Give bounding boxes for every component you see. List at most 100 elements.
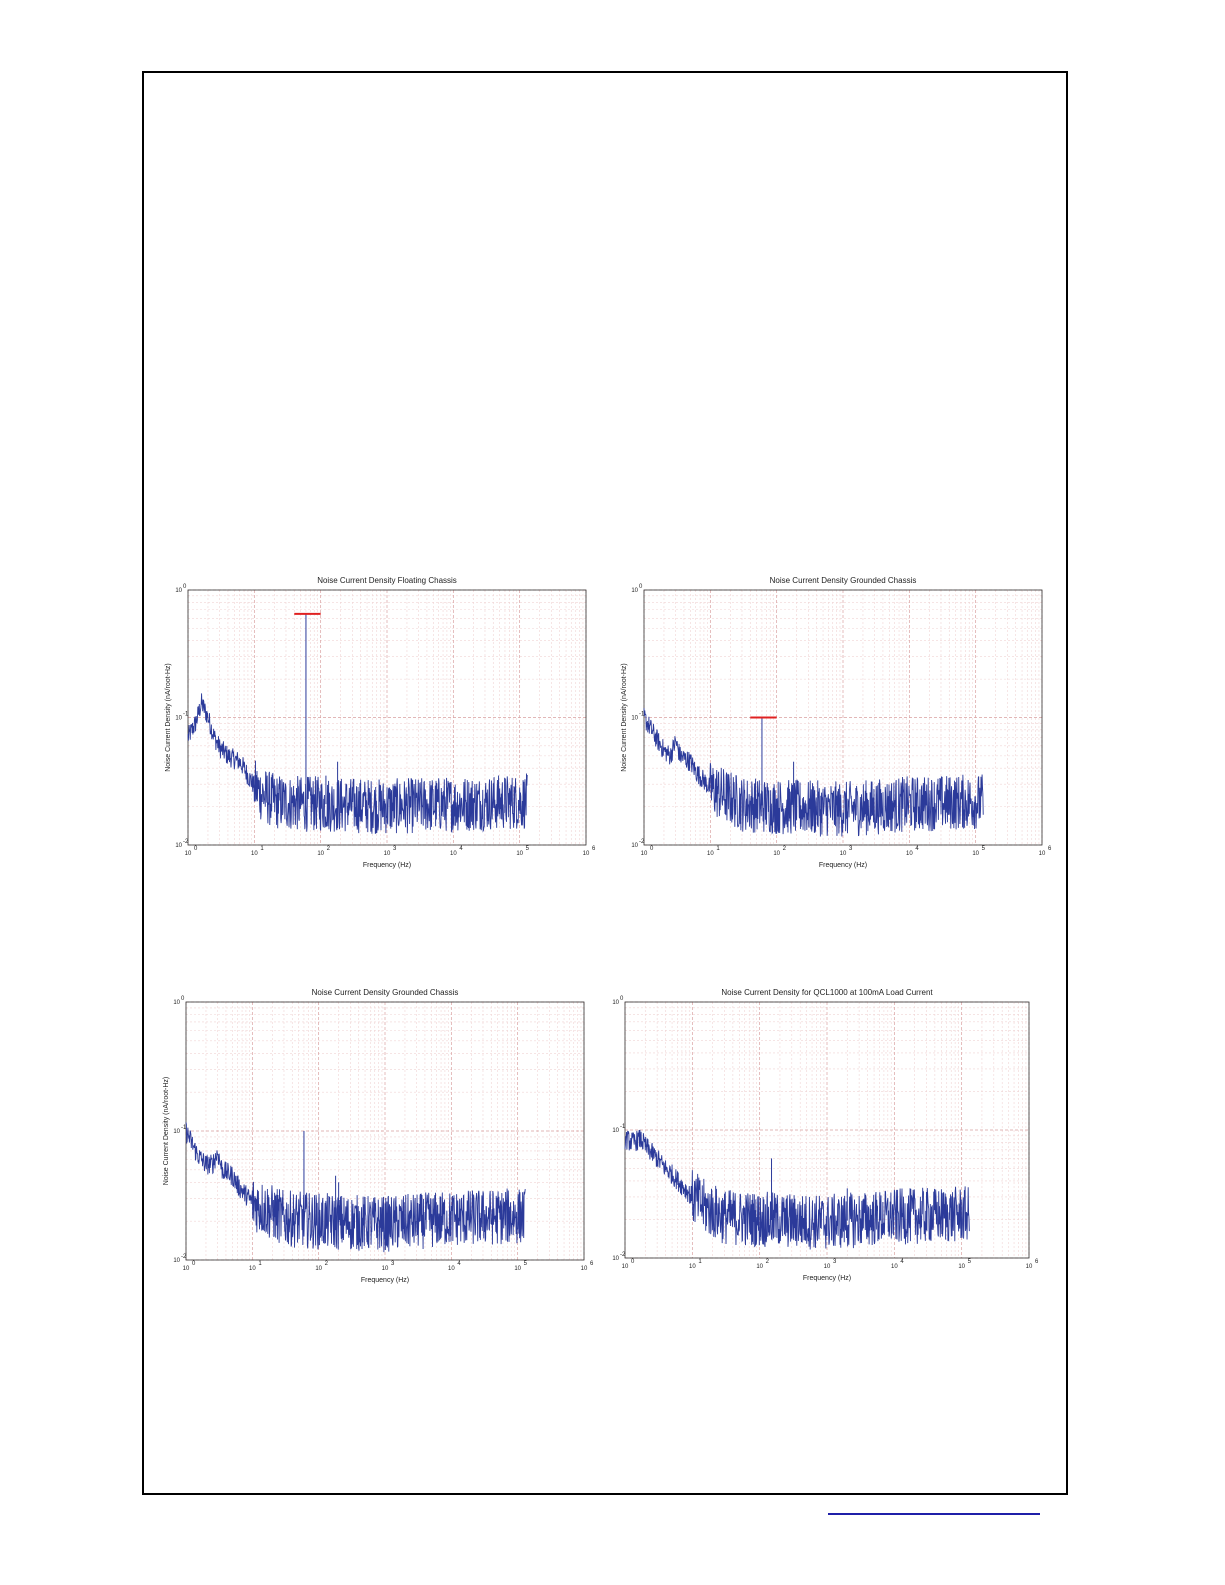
x-tick-label: 10 — [1026, 1264, 1033, 1270]
x-tick-exponent: 1 — [260, 846, 264, 852]
x-tick-label: 10 — [185, 851, 192, 857]
x-tick-label: 10 — [622, 1264, 629, 1270]
x-tick-label: 10 — [514, 1266, 521, 1272]
y-axis-label: Noise Current Density (nA/root-Hz) — [163, 1077, 170, 1186]
x-tick-exponent: 6 — [592, 846, 596, 852]
noise-trace-series-1 — [187, 693, 528, 834]
y-tick-exponent: -1 — [181, 1125, 187, 1131]
x-axis-label: Frequency (Hz) — [363, 862, 411, 869]
x-tick-exponent: 4 — [915, 846, 919, 852]
x-tick-exponent: 4 — [459, 846, 463, 852]
plot-area — [185, 1001, 585, 1261]
x-tick-exponent: 3 — [393, 846, 397, 852]
x-tick-exponent: 0 — [194, 846, 198, 852]
y-tick-label: 10 — [175, 843, 182, 849]
x-tick-label: 10 — [450, 851, 457, 857]
x-tick-label: 10 — [840, 851, 847, 857]
y-tick-exponent: -1 — [639, 712, 645, 718]
y-axis-label: Noise Current Density (nA/root-Hz) — [165, 663, 172, 772]
x-axis-label: Frequency (Hz) — [361, 1277, 409, 1284]
x-axis-label: Frequency (Hz) — [803, 1275, 851, 1282]
footer-link-underline[interactable] — [828, 1513, 1040, 1515]
x-tick-label: 10 — [448, 1266, 455, 1272]
x-tick-exponent: 2 — [327, 846, 331, 852]
noise-density-chart-1: Noise Current Density Floating Chassis 10… — [160, 570, 600, 875]
x-tick-label: 10 — [824, 1264, 831, 1270]
x-tick-label: 10 — [906, 851, 913, 857]
x-tick-label: 10 — [251, 851, 258, 857]
x-tick-label: 10 — [249, 1266, 256, 1272]
x-tick-exponent: 0 — [192, 1261, 196, 1267]
y-axis-label: Noise Current Density (nA/root-Hz) — [621, 663, 628, 772]
y-tick-exponent: 0 — [181, 996, 185, 1002]
noise-trace-series-1 — [185, 1122, 526, 1253]
x-tick-label: 10 — [891, 1264, 898, 1270]
y-tick-label: 10 — [173, 1129, 180, 1135]
x-tick-label: 10 — [756, 1264, 763, 1270]
x-tick-label: 10 — [183, 1266, 190, 1272]
x-tick-exponent: 1 — [698, 1259, 702, 1265]
y-tick-exponent: -2 — [620, 1252, 626, 1258]
x-tick-exponent: 5 — [526, 846, 530, 852]
x-tick-label: 10 — [516, 851, 523, 857]
x-tick-label: 10 — [317, 851, 324, 857]
y-tick-label: 10 — [175, 716, 182, 722]
chart-svg: Noise Current Density Grounded Chassis10… — [621, 576, 1052, 869]
x-tick-exponent: 3 — [391, 1261, 395, 1267]
y-tick-exponent: -2 — [183, 839, 189, 845]
y-tick-label: 10 — [612, 1128, 619, 1134]
y-tick-label: 10 — [631, 843, 638, 849]
x-tick-label: 10 — [583, 851, 590, 857]
x-tick-exponent: 2 — [783, 846, 787, 852]
y-tick-label: 10 — [612, 1000, 619, 1006]
x-tick-exponent: 2 — [325, 1261, 329, 1267]
x-tick-exponent: 0 — [650, 846, 654, 852]
y-tick-exponent: 0 — [620, 996, 624, 1002]
noise-density-chart-2: Noise Current Density Grounded Chassis 10… — [616, 570, 1056, 875]
x-tick-exponent: 0 — [631, 1259, 635, 1265]
chart-title: Noise Current Density Floating Chassis — [317, 576, 457, 585]
x-tick-exponent: 1 — [716, 846, 720, 852]
chart-svg: Noise Current Density for QCL1000 at 100… — [612, 988, 1039, 1282]
x-tick-exponent: 5 — [982, 846, 986, 852]
x-tick-exponent: 4 — [900, 1259, 904, 1265]
y-tick-exponent: 0 — [639, 584, 643, 590]
noise-density-chart-4: Noise Current Density for QCL1000 at 100… — [603, 986, 1043, 1291]
x-tick-exponent: 3 — [849, 846, 853, 852]
x-tick-exponent: 3 — [833, 1259, 837, 1265]
y-tick-label: 10 — [631, 716, 638, 722]
x-tick-label: 10 — [972, 851, 979, 857]
x-tick-label: 10 — [315, 1266, 322, 1272]
x-tick-exponent: 2 — [766, 1259, 770, 1265]
x-tick-label: 10 — [384, 851, 391, 857]
y-tick-exponent: -1 — [183, 712, 189, 718]
x-tick-label: 10 — [382, 1266, 389, 1272]
x-tick-label: 10 — [689, 1264, 696, 1270]
x-tick-label: 10 — [581, 1266, 588, 1272]
y-tick-label: 10 — [175, 588, 182, 594]
chart-svg: Noise Current Density Floating Chassis10… — [165, 576, 596, 869]
x-axis-label: Frequency (Hz) — [819, 862, 867, 869]
plot-area — [624, 1001, 1030, 1259]
noise-density-chart-3: Noise Current Density Grounded Chassis 10… — [158, 986, 598, 1291]
plot-area — [643, 589, 1043, 846]
x-tick-label: 10 — [773, 851, 780, 857]
x-tick-exponent: 1 — [258, 1261, 262, 1267]
y-tick-exponent: -2 — [639, 839, 645, 845]
y-tick-exponent: -1 — [620, 1124, 626, 1130]
x-tick-label: 10 — [641, 851, 648, 857]
x-tick-exponent: 6 — [1048, 846, 1052, 852]
x-tick-label: 10 — [958, 1264, 965, 1270]
x-tick-exponent: 5 — [524, 1261, 528, 1267]
x-tick-exponent: 4 — [457, 1261, 461, 1267]
grid — [643, 589, 1043, 846]
y-tick-label: 10 — [631, 588, 638, 594]
plot-area — [187, 589, 587, 846]
y-tick-label: 10 — [173, 1000, 180, 1006]
chart-title: Noise Current Density Grounded Chassis — [770, 576, 917, 585]
page-border — [142, 71, 1068, 1495]
y-tick-exponent: -2 — [181, 1254, 187, 1260]
chart-title: Noise Current Density Grounded Chassis — [312, 988, 459, 997]
x-tick-exponent: 6 — [590, 1261, 594, 1267]
noise-trace-series-1 — [624, 1129, 970, 1250]
